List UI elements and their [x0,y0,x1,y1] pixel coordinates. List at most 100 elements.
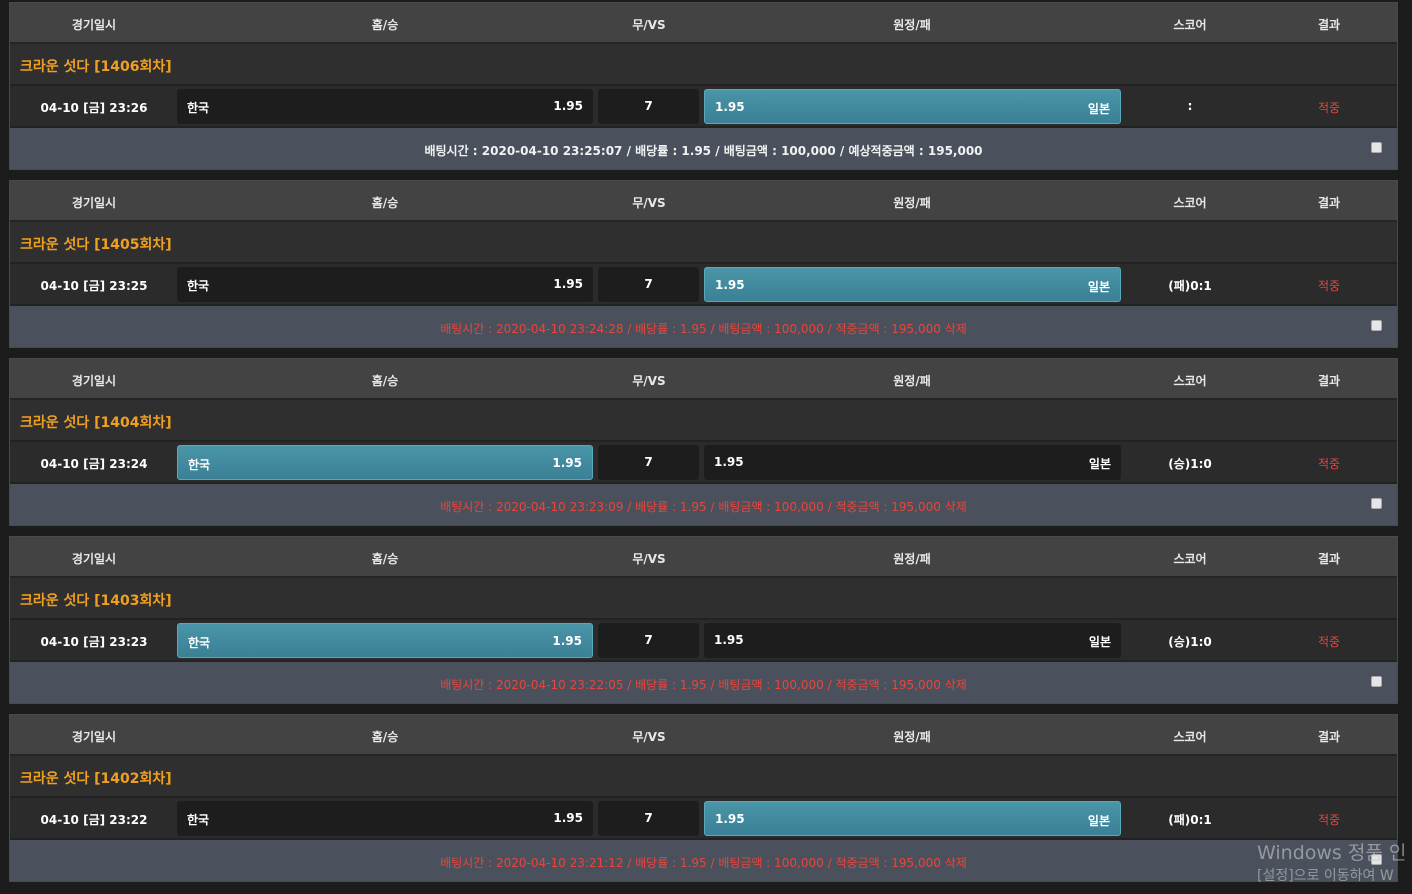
bet-card: 경기일시 홈/승 무/VS 원정/패 스코어 결과 크라운 섯다 [1405회차] 04-… [9,180,1398,348]
header-home: 홈/승 [371,552,399,566]
home-bet-button[interactable]: 한국 1.95 [177,445,593,480]
away-team: 일본 [1088,457,1111,471]
bet-info-bar: 배팅시간 : 2020-04-10 23:25:07 / 배당률 : 1.95 … [10,128,1397,169]
header-result: 결과 [1317,18,1341,32]
select-checkbox[interactable] [1371,142,1382,153]
home-team: 한국 [187,101,210,115]
header-draw: 무/VS [632,374,666,388]
home-odds: 1.95 [552,456,582,470]
away-team: 일본 [1087,280,1110,294]
home-bet-button[interactable]: 한국 1.95 [177,267,593,302]
home-odds: 1.95 [553,99,583,113]
away-bet-button[interactable]: 1.95 일본 [704,623,1121,658]
draw-value: 7 [644,811,653,825]
away-bet-button[interactable]: 1.95 일본 [704,445,1121,480]
header-home: 홈/승 [371,18,399,32]
match-date: 04-10 [금] 23:24 [40,457,148,471]
watermark-line1: Windows 정품 인 [1257,842,1407,864]
draw-value: 7 [644,455,653,469]
score: (패)0:1 [1168,279,1212,293]
select-checkbox[interactable] [1371,854,1382,865]
home-team: 한국 [188,458,211,472]
header-draw: 무/VS [632,196,666,210]
away-team: 일본 [1087,814,1110,828]
game-title-bar: 크라운 섯다 [1405회차] [10,222,1397,264]
draw-value: 7 [644,277,653,291]
match-row: 04-10 [금] 23:25 한국 1.95 7 1.95 일본 (패)0:1… [10,264,1397,306]
header-result: 결과 [1317,374,1341,388]
windows-activation-watermark: Windows 정품 인 [설정]으로 이동하여 W [1257,838,1406,885]
header-score: 스코어 [1173,730,1207,744]
header-date: 경기일시 [71,374,117,388]
match-row: 04-10 [금] 23:23 한국 1.95 7 1.95 일본 (승)1:0… [10,620,1397,662]
header-score: 스코어 [1173,552,1207,566]
game-title: 크라운 섯다 [1406회차] [20,59,172,75]
table-header: 경기일시 홈/승 무/VS 원정/패 스코어 결과 [10,359,1397,400]
draw-bet-button[interactable]: 7 [598,89,699,124]
game-title: 크라운 섯다 [1402회차] [20,771,172,787]
header-away: 원정/패 [893,196,931,210]
header-home: 홈/승 [371,374,399,388]
score: : [1187,99,1193,113]
bet-info-text: 배팅시간 : 2020-04-10 23:25:07 / 배당률 : 1.95 … [424,144,983,158]
bet-info-text: 배팅시간 : 2020-04-10 23:23:09 / 배당률 : 1.95 … [440,500,967,514]
away-odds: 1.95 [714,633,744,647]
home-bet-button[interactable]: 한국 1.95 [177,89,593,124]
away-team: 일본 [1087,102,1110,116]
select-checkbox[interactable] [1371,498,1382,509]
home-bet-button[interactable]: 한국 1.95 [177,623,593,658]
select-checkbox[interactable] [1371,676,1382,687]
match-date: 04-10 [금] 23:25 [40,279,148,293]
draw-value: 7 [644,633,653,647]
game-title-bar: 크라운 섯다 [1404회차] [10,400,1397,442]
header-away: 원정/패 [893,730,931,744]
away-team: 일본 [1088,635,1111,649]
header-result: 결과 [1317,730,1341,744]
header-result: 결과 [1317,552,1341,566]
bet-info-bar: 배팅시간 : 2020-04-10 23:24:28 / 배당률 : 1.95 … [10,306,1397,347]
match-date: 04-10 [금] 23:26 [40,101,148,115]
header-date: 경기일시 [71,196,117,210]
table-header: 경기일시 홈/승 무/VS 원정/패 스코어 결과 [10,715,1397,756]
bet-card: 경기일시 홈/승 무/VS 원정/패 스코어 결과 크라운 섯다 [1404회차] 04-… [9,358,1398,526]
match-row: 04-10 [금] 23:26 한국 1.95 7 1.95 일본 : 적중 [10,86,1397,128]
bet-info-bar: 배팅시간 : 2020-04-10 23:22:05 / 배당률 : 1.95 … [10,662,1397,703]
away-bet-button[interactable]: 1.95 일본 [704,801,1121,836]
table-header: 경기일시 홈/승 무/VS 원정/패 스코어 결과 [10,537,1397,578]
game-title-bar: 크라운 섯다 [1403회차] [10,578,1397,620]
header-home: 홈/승 [371,196,399,210]
result-status: 적중 [1317,457,1341,471]
bet-card: 경기일시 홈/승 무/VS 원정/패 스코어 결과 크라운 섯다 [1402회차] 04-… [9,714,1398,882]
home-team: 한국 [188,636,211,650]
bet-card: 경기일시 홈/승 무/VS 원정/패 스코어 결과 크라운 섯다 [1403회차] 04-… [9,536,1398,704]
header-away: 원정/패 [893,552,931,566]
header-score: 스코어 [1173,18,1207,32]
header-draw: 무/VS [632,730,666,744]
result-status: 적중 [1317,635,1341,649]
game-title: 크라운 섯다 [1404회차] [20,415,172,431]
bet-info-text: 배팅시간 : 2020-04-10 23:22:05 / 배당률 : 1.95 … [440,678,967,692]
header-date: 경기일시 [71,730,117,744]
away-bet-button[interactable]: 1.95 일본 [704,89,1121,124]
match-row: 04-10 [금] 23:24 한국 1.95 7 1.95 일본 (승)1:0… [10,442,1397,484]
header-result: 결과 [1317,196,1341,210]
result-status: 적중 [1317,813,1341,827]
game-title: 크라운 섯다 [1403회차] [20,593,172,609]
home-team: 한국 [187,813,210,827]
away-odds: 1.95 [715,278,745,292]
select-checkbox[interactable] [1371,320,1382,331]
draw-bet-button[interactable]: 7 [598,801,699,836]
draw-bet-button[interactable]: 7 [598,623,699,658]
home-odds: 1.95 [552,634,582,648]
away-bet-button[interactable]: 1.95 일본 [704,267,1121,302]
home-odds: 1.95 [553,811,583,825]
header-date: 경기일시 [71,552,117,566]
home-bet-button[interactable]: 한국 1.95 [177,801,593,836]
draw-bet-button[interactable]: 7 [598,445,699,480]
bet-info-bar: 배팅시간 : 2020-04-10 23:21:12 / 배당률 : 1.95 … [10,840,1397,881]
draw-bet-button[interactable]: 7 [598,267,699,302]
match-row: 04-10 [금] 23:22 한국 1.95 7 1.95 일본 (패)0:1… [10,798,1397,840]
score: (승)1:0 [1168,457,1212,471]
away-odds: 1.95 [715,100,745,114]
score: (승)1:0 [1168,635,1212,649]
